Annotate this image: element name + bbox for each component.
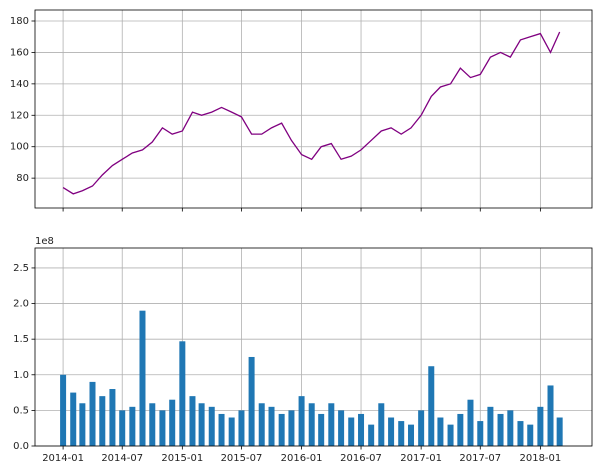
offset-label: 1e8 — [35, 236, 54, 247]
volume-bar — [159, 410, 166, 446]
axes-frame — [34, 247, 593, 447]
axes-frame — [34, 9, 593, 209]
volume-bar — [70, 392, 77, 446]
volume-bar — [89, 381, 96, 446]
y-tick-label: 160 — [10, 47, 29, 58]
volume-bar — [398, 421, 405, 446]
volume-bar — [328, 403, 335, 446]
y-tick-label: 80 — [16, 173, 29, 184]
volume-bar — [368, 424, 375, 446]
volume-bar — [169, 399, 176, 446]
volume-bar — [278, 413, 285, 446]
volume-bar — [248, 356, 255, 446]
volume-bar — [497, 413, 504, 446]
x-tick-label: 2015-01 — [161, 453, 203, 464]
x-tick-label: 2017-01 — [400, 453, 442, 464]
y-tick-label: 120 — [10, 110, 29, 121]
volume-bar — [338, 410, 345, 446]
volume-bar — [298, 396, 305, 446]
volume-bar — [447, 424, 454, 446]
volume-bar — [378, 403, 385, 446]
volume-bar — [268, 406, 275, 446]
y-tick-label: 100 — [10, 142, 29, 153]
y-tick-label: 0.0 — [13, 441, 29, 452]
volume-bar — [129, 406, 136, 446]
price-line — [62, 31, 561, 195]
volume-bar — [308, 403, 315, 446]
volume-bar — [198, 403, 205, 446]
volume-bar — [228, 417, 235, 446]
y-tick-label: 1.5 — [13, 334, 29, 345]
volume-bar — [507, 410, 514, 446]
volume-bar — [99, 396, 106, 446]
y-tick-label: 2.5 — [13, 263, 29, 274]
volume-bar — [258, 403, 265, 446]
volume-bar — [556, 417, 563, 446]
y-tick-label: 0.5 — [13, 405, 29, 416]
volume-bar — [149, 403, 156, 446]
x-tick-label: 2015-07 — [221, 453, 263, 464]
y-tick-label: 140 — [10, 79, 29, 90]
volume-bar — [109, 389, 116, 446]
y-tick-label: 180 — [10, 16, 29, 27]
volume-bar — [517, 421, 524, 446]
volume-bar — [437, 417, 444, 446]
y-tick-label: 2.0 — [13, 299, 29, 310]
volume-bar — [547, 385, 554, 446]
volume-bar — [408, 424, 415, 446]
x-tick-label: 2014-01 — [42, 453, 84, 464]
volume-bar — [467, 399, 474, 446]
volume-bar — [288, 410, 295, 446]
volume-bar — [119, 410, 126, 446]
volume-bar — [139, 310, 146, 446]
volume-bar — [358, 413, 365, 446]
volume-bar — [477, 421, 484, 446]
volume-bar — [537, 406, 544, 446]
volume-bar — [60, 374, 67, 446]
volume-bar — [348, 417, 355, 446]
x-tick-label: 2018-01 — [519, 453, 561, 464]
volume-bar — [318, 413, 325, 446]
x-tick-label: 2017-07 — [459, 453, 501, 464]
volume-bar — [179, 341, 186, 446]
volume-bar — [218, 413, 225, 446]
volume-bar — [457, 413, 464, 446]
volume-bar — [189, 396, 196, 446]
volume-bar — [418, 410, 425, 446]
volume-bar — [238, 410, 245, 446]
volume-bar — [527, 424, 534, 446]
volume-bar — [487, 406, 494, 446]
volume-bar — [428, 366, 435, 446]
x-tick-label: 2016-07 — [340, 453, 382, 464]
volume-bar — [79, 403, 86, 446]
y-tick-label: 1.0 — [13, 370, 29, 381]
x-tick-label: 2016-01 — [281, 453, 323, 464]
x-tick-label: 2014-07 — [101, 453, 143, 464]
volume-bar — [208, 406, 215, 446]
volume-bar — [388, 417, 395, 446]
